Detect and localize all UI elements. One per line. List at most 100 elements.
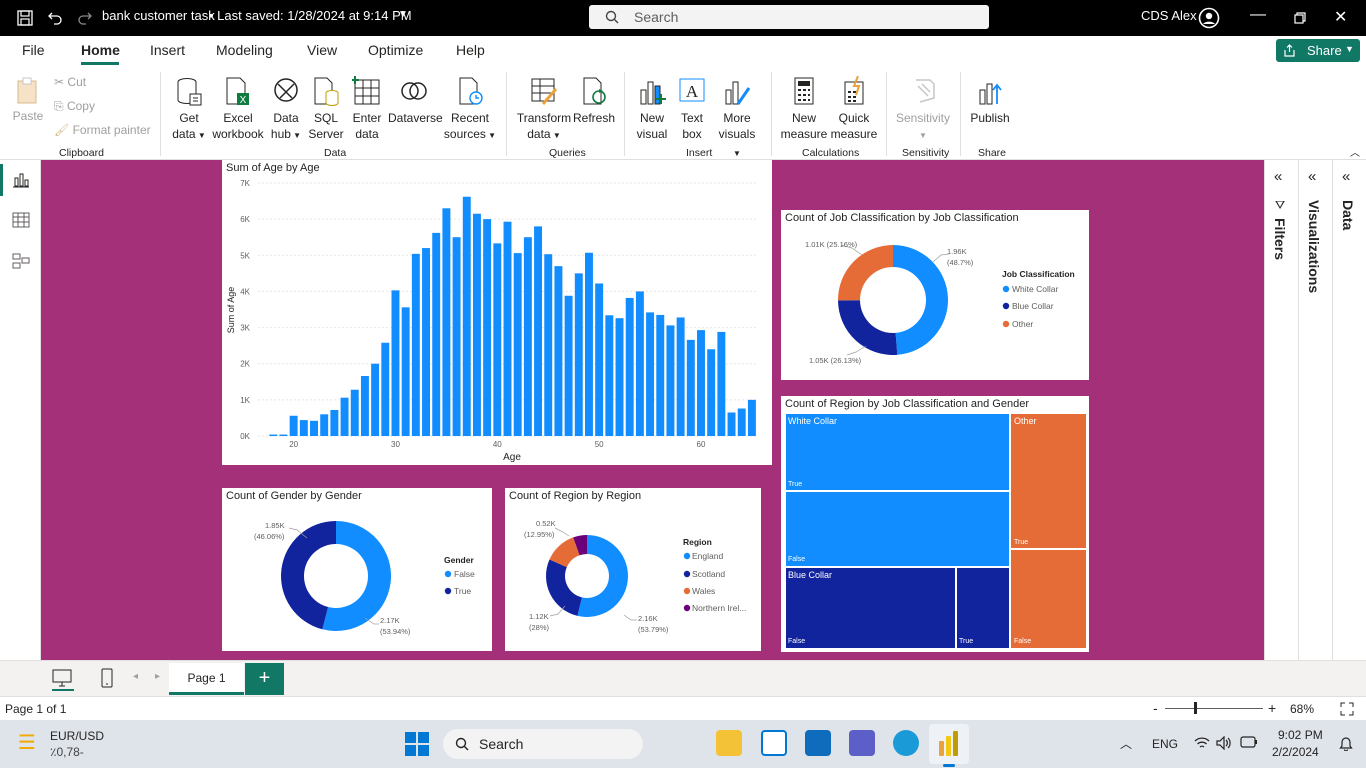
- region-legend-england[interactable]: England: [692, 551, 723, 561]
- age-bar[interactable]: [544, 254, 553, 436]
- volume-icon[interactable]: [1216, 736, 1232, 750]
- next-page-icon[interactable]: ▸: [155, 671, 161, 682]
- region-legend-scotland[interactable]: Scotland: [692, 569, 725, 579]
- visualizations-pane[interactable]: « Visualizations: [1298, 160, 1332, 660]
- age-bar[interactable]: [605, 315, 614, 436]
- region-legend-wales[interactable]: Wales: [692, 586, 715, 596]
- gender-legend-true[interactable]: True: [454, 586, 471, 596]
- age-bar[interactable]: [646, 312, 655, 436]
- age-bar[interactable]: [299, 420, 308, 436]
- age-bar[interactable]: [493, 243, 502, 436]
- age-bar[interactable]: [615, 318, 624, 436]
- get-data-button[interactable]: Get data ▼: [168, 76, 210, 144]
- fit-to-page-icon[interactable]: [1340, 702, 1354, 716]
- ticker-name[interactable]: EUR/USD: [50, 729, 105, 743]
- menu-view[interactable]: View: [307, 42, 338, 58]
- gender-legend-false[interactable]: False: [454, 569, 475, 579]
- zoom-slider[interactable]: [1165, 708, 1263, 709]
- enter-data-button[interactable]: Enter data: [348, 76, 386, 142]
- taskbar-search[interactable]: Search: [443, 729, 643, 759]
- age-bar[interactable]: [666, 325, 675, 436]
- job-legend-white[interactable]: White Collar: [1012, 284, 1058, 294]
- battery-icon[interactable]: [1240, 736, 1258, 748]
- treemap-other-false[interactable]: [1010, 549, 1087, 649]
- age-bar[interactable]: [411, 253, 420, 436]
- age-bar[interactable]: [269, 434, 278, 436]
- age-bar[interactable]: [676, 317, 685, 436]
- gender-chart-card[interactable]: Count of Gender by Gender 1.85K (46.06%)…: [222, 488, 492, 651]
- age-bar[interactable]: [686, 339, 695, 436]
- job-legend-other[interactable]: Other: [1012, 319, 1033, 329]
- age-bar[interactable]: [422, 248, 431, 436]
- age-bar[interactable]: [371, 363, 380, 436]
- save-icon[interactable]: [17, 10, 33, 26]
- age-bar[interactable]: [432, 232, 441, 436]
- age-bar[interactable]: [503, 221, 512, 436]
- age-bar[interactable]: [381, 342, 390, 436]
- teams-icon[interactable]: [849, 730, 875, 756]
- recent-sources-button[interactable]: Recent sources ▼: [443, 76, 497, 144]
- close-icon[interactable]: ✕: [1334, 9, 1348, 26]
- age-bar[interactable]: [554, 266, 563, 436]
- collapse-ribbon-icon[interactable]: ︿: [1350, 148, 1360, 159]
- file-explorer-icon[interactable]: [716, 730, 742, 756]
- filters-pane[interactable]: « ⛛ Filters: [1264, 160, 1298, 660]
- copy-button[interactable]: ⎘ Copy: [54, 98, 95, 114]
- age-bar[interactable]: [727, 412, 736, 436]
- clock-time[interactable]: 9:02 PM: [1278, 728, 1323, 742]
- menu-help[interactable]: Help: [456, 42, 485, 58]
- windows-start-icon[interactable]: [405, 732, 429, 756]
- refresh-button[interactable]: Refresh: [573, 76, 615, 126]
- region-legend-northern-ireland[interactable]: Northern Irel...: [692, 603, 746, 613]
- sql-server-button[interactable]: SQL Server: [307, 76, 345, 142]
- avatar-icon[interactable]: [1198, 7, 1220, 29]
- donut-slice[interactable]: [546, 559, 582, 616]
- age-bar[interactable]: [564, 295, 573, 436]
- expand-icon[interactable]: «: [1274, 168, 1283, 185]
- data-pane[interactable]: « Data: [1332, 160, 1366, 660]
- page-tab-1[interactable]: Page 1: [169, 663, 244, 695]
- zoom-slider-thumb[interactable]: [1194, 702, 1197, 714]
- cut-button[interactable]: ✂ Cut: [54, 74, 86, 90]
- treemap-blue-true[interactable]: [956, 567, 1010, 649]
- store-icon[interactable]: [761, 730, 787, 756]
- age-bar[interactable]: [747, 399, 756, 436]
- clock-date[interactable]: 2/2/2024: [1272, 745, 1319, 759]
- age-bar[interactable]: [320, 414, 329, 436]
- age-bar[interactable]: [330, 409, 339, 436]
- age-bar[interactable]: [401, 307, 410, 436]
- share-button[interactable]: Share ▼: [1276, 39, 1360, 62]
- paste-button[interactable]: Paste: [10, 76, 46, 124]
- donut-slice[interactable]: [577, 535, 628, 617]
- data-hub-button[interactable]: Data hub ▼: [268, 76, 304, 144]
- donut-slice[interactable]: [838, 245, 893, 301]
- more-visuals-button[interactable]: More visuals ▼: [714, 76, 760, 162]
- age-bar[interactable]: [350, 389, 359, 436]
- chevron-down-icon[interactable]: ▼: [398, 9, 408, 20]
- sensitivity-button[interactable]: Sensitivity ▼: [893, 76, 953, 144]
- zoom-out-button[interactable]: -: [1153, 700, 1158, 716]
- age-bar[interactable]: [707, 349, 716, 436]
- treemap-white-true[interactable]: [785, 413, 1010, 491]
- mail-icon[interactable]: [805, 730, 831, 756]
- power-bi-icon[interactable]: [937, 731, 961, 757]
- age-bar[interactable]: [360, 376, 369, 436]
- age-bar[interactable]: [462, 196, 471, 436]
- donut-slice[interactable]: [549, 537, 580, 568]
- treemap-card[interactable]: Count of Region by Job Classification an…: [781, 396, 1089, 652]
- donut-slice[interactable]: [838, 300, 898, 355]
- age-bar[interactable]: [310, 420, 318, 436]
- table-view-icon[interactable]: [12, 212, 30, 228]
- dataverse-button[interactable]: Dataverse: [388, 76, 443, 126]
- quick-measure-button[interactable]: Quick measure: [829, 76, 879, 142]
- notification-bell-icon[interactable]: [1339, 735, 1353, 751]
- treemap-white-false[interactable]: [785, 491, 1010, 567]
- age-bar[interactable]: [635, 291, 644, 436]
- age-bar[interactable]: [574, 273, 583, 436]
- region-chart-card[interactable]: Count of Region by Region 0.52K (12.95%)…: [505, 488, 761, 651]
- menu-file[interactable]: File: [22, 42, 45, 58]
- expand-icon[interactable]: «: [1308, 168, 1317, 185]
- job-chart-card[interactable]: Count of Job Classification by Job Class…: [781, 210, 1089, 380]
- age-bar[interactable]: [737, 408, 746, 436]
- donut-slice[interactable]: [281, 521, 336, 630]
